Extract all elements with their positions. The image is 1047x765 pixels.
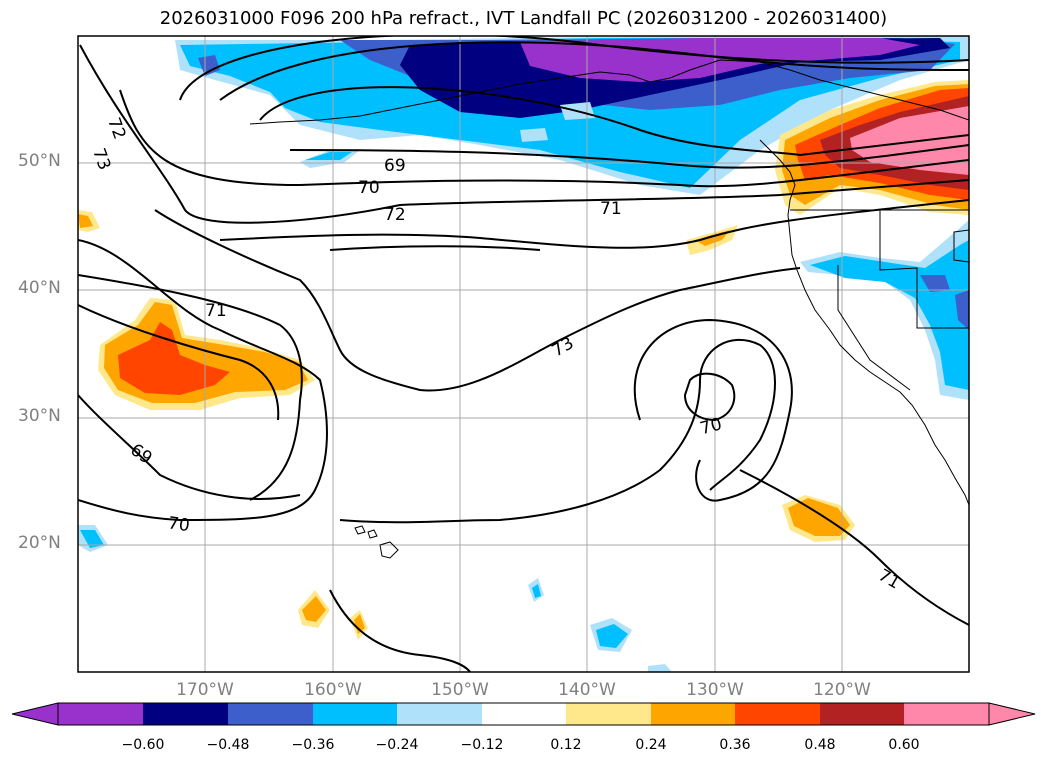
colorbar-swatch [566,703,651,725]
colorbar-tick-label: 0.48 [804,737,836,753]
colorbar-swatch [820,703,904,725]
contour-label: 69 [384,156,406,176]
lon-label: 160°W [304,680,362,700]
positive-anomaly-shading [78,80,969,640]
lon-label: 140°W [558,680,616,700]
colorbar-tick-label: 0.12 [550,737,582,753]
colorbar-swatch [313,703,397,725]
lon-label: 120°W [813,680,871,700]
contour-label: 72 [384,205,406,225]
plot-title: 2026031000 F096 200 hPa refract., IVT La… [159,8,888,29]
colorbar [11,702,1036,726]
colorbar-swatch [143,703,228,725]
colorbar-extend-left [11,702,59,726]
lat-label: 40°N [18,278,61,298]
colorbar-swatch [651,703,735,725]
colorbar-extend-right [988,702,1036,726]
refractivity-contours [78,36,969,672]
coastlines [249,59,969,559]
contour-label: 71 [600,199,622,219]
colorbar-tick-label: 0.36 [719,737,751,753]
lon-label: 130°W [686,680,744,700]
map-frame [77,35,970,673]
negative-anomaly-shading [175,36,969,195]
colorbar-swatch [482,703,566,725]
colorbar-tick-label: 0.24 [635,737,667,753]
contour-label: 70 [358,178,380,198]
lat-label: 30°N [18,406,61,426]
colorbar-tick-label: −0.12 [460,737,504,753]
colorbar-tick-label: −0.36 [291,737,335,753]
colorbar-tick-label: −0.60 [121,737,165,753]
map-plot-area: 72 73 69 70 72 71 71 73 70 69 70 71 [78,36,969,672]
lat-label: 50°N [18,151,61,171]
contour-label: 70 [167,513,191,536]
colorbar-tick-label: 0.60 [888,737,920,753]
colorbar-swatch [904,703,989,725]
lat-label: 20°N [18,533,61,553]
colorbar-swatch [228,703,313,725]
colorbar-tick-label: −0.48 [206,737,250,753]
lon-label: 150°W [431,680,489,700]
colorbar-swatch [735,703,820,725]
contour-label: 71 [205,301,227,321]
colorbar-swatch [58,703,143,725]
lon-label: 170°W [176,680,234,700]
colorbar-swatch [397,703,482,725]
colorbar-tick-label: −0.24 [375,737,419,753]
